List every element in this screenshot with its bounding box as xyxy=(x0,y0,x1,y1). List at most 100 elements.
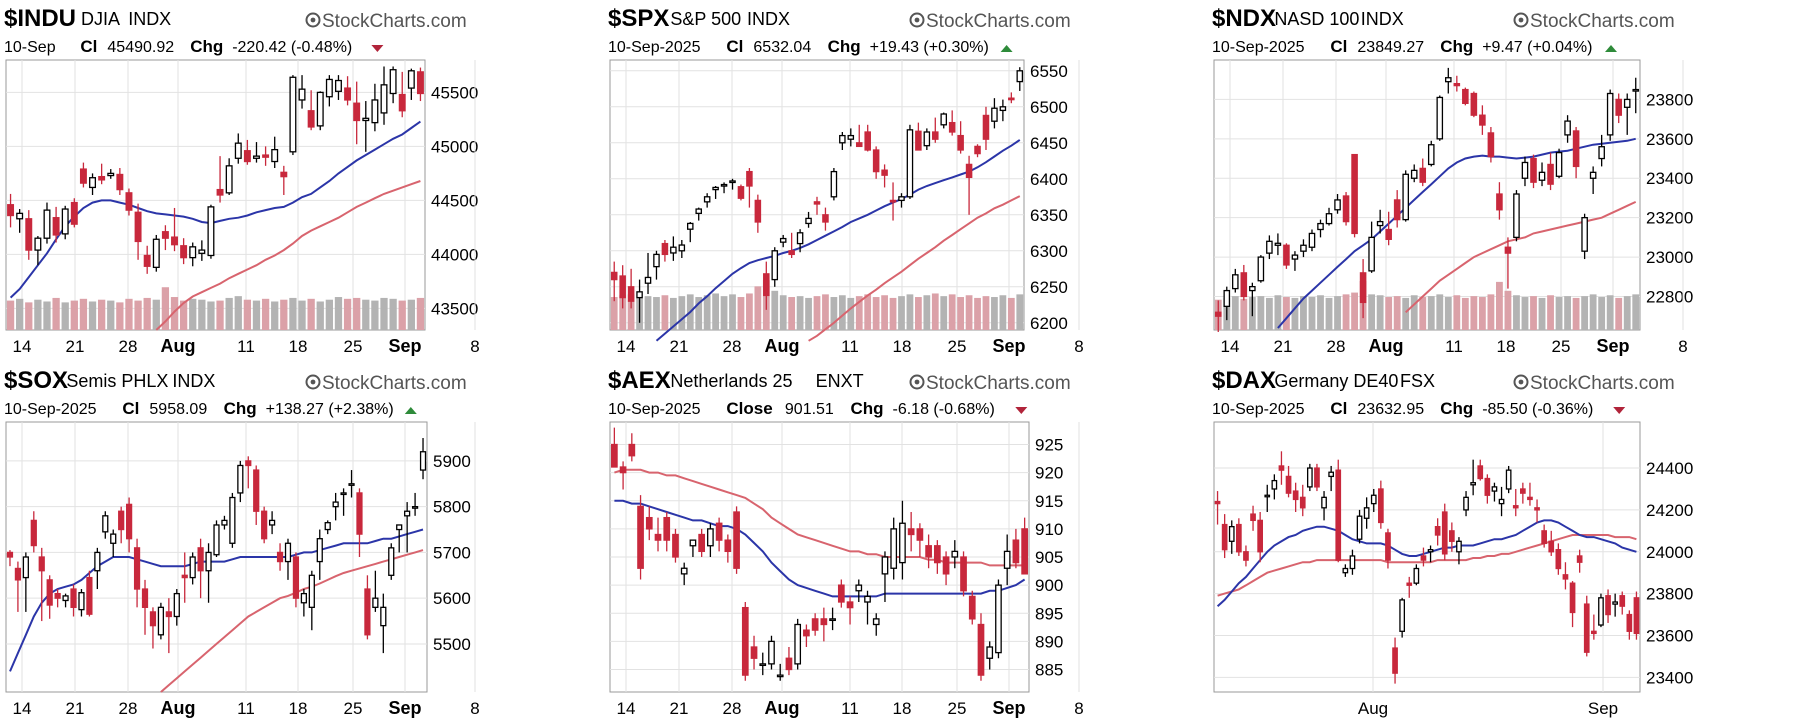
volume-bar xyxy=(416,297,425,330)
candle xyxy=(1021,517,1028,575)
candle xyxy=(1541,524,1548,548)
sc-icon-ring xyxy=(305,374,321,390)
candle-body xyxy=(794,623,802,665)
candle xyxy=(678,240,686,258)
chart-panel-spx: $SPX S&P 500 INDX StockCharts.com 10-Sep-202… xyxy=(604,0,1208,362)
volume-bar xyxy=(830,297,838,330)
candle xyxy=(999,99,1007,122)
candle-body xyxy=(916,528,924,541)
candle xyxy=(1534,499,1540,523)
triangle-up-icon xyxy=(1605,45,1617,52)
candle-body xyxy=(813,201,821,205)
volume-bar xyxy=(864,294,872,330)
candle-body xyxy=(1434,526,1441,536)
candle xyxy=(1328,465,1335,492)
candle-body xyxy=(1512,505,1519,509)
candle-body xyxy=(1484,477,1491,496)
candle xyxy=(180,238,188,265)
candle-body xyxy=(1612,601,1619,605)
candle-body xyxy=(205,551,212,572)
volume-bar xyxy=(1470,296,1478,330)
candle-body xyxy=(1605,595,1611,616)
candle-body xyxy=(1427,549,1434,553)
sc-icon-ring xyxy=(1513,374,1529,390)
exchange-label: INDX xyxy=(172,371,215,391)
volume-bar xyxy=(1283,297,1290,330)
candle xyxy=(788,232,795,258)
candle xyxy=(932,117,939,143)
x-tick-label: 14 xyxy=(13,337,32,356)
candle-body xyxy=(1240,272,1248,298)
candle xyxy=(94,547,101,590)
candle xyxy=(698,528,706,557)
candle xyxy=(411,492,419,516)
candle xyxy=(776,663,784,681)
ma-short-line xyxy=(614,499,1026,598)
volume-bar xyxy=(712,293,719,330)
candle xyxy=(619,461,627,490)
candle-body xyxy=(1243,551,1249,561)
candle-body xyxy=(661,242,669,256)
candle-body xyxy=(1232,274,1239,290)
volume-bar xyxy=(97,299,106,330)
ma-short-line xyxy=(655,139,1021,342)
candle-body xyxy=(1445,77,1452,83)
candle xyxy=(1513,190,1520,242)
volume-bar xyxy=(999,295,1007,330)
candle-body xyxy=(837,584,845,603)
x-tick-label: 25 xyxy=(344,337,363,356)
candle xyxy=(1462,87,1469,106)
candle xyxy=(340,488,347,516)
y-tick-label: 920 xyxy=(1035,464,1063,483)
candle-body xyxy=(1278,465,1285,471)
candle xyxy=(636,279,643,323)
candle-body xyxy=(965,163,973,179)
candle-body xyxy=(899,522,906,564)
chart-panel-ndx: $NDX NASD 100 INDX StockCharts.com 10-Sep-20… xyxy=(1208,0,1812,362)
y-tick-label: 44000 xyxy=(431,245,478,264)
chg-label: Chg xyxy=(828,37,861,56)
volume-bar xyxy=(669,297,677,330)
chart-panel-indu: $INDU DJIA INDX StockCharts.com 10-Sep Cl 4549… xyxy=(0,0,604,362)
candle-body xyxy=(1402,173,1409,221)
candle-body xyxy=(1538,171,1546,181)
x-tick-label: Sep xyxy=(992,336,1025,356)
candle-body xyxy=(1235,523,1242,553)
volume-bar xyxy=(88,301,97,330)
y-tick-label: 24000 xyxy=(1646,543,1693,562)
x-tick-label: 18 xyxy=(1497,337,1516,356)
candle-body xyxy=(1555,549,1562,570)
candle-body xyxy=(1632,88,1640,92)
candle xyxy=(1436,95,1444,141)
candle-body xyxy=(79,168,87,184)
candle-body xyxy=(1453,82,1461,87)
volume-bar xyxy=(627,294,635,330)
candle xyxy=(1008,92,1015,104)
candle-body xyxy=(932,131,939,140)
candle xyxy=(70,198,78,228)
volume-bar xyxy=(720,296,728,330)
candle-body xyxy=(776,674,784,678)
candle-body xyxy=(1441,511,1448,555)
candle-body xyxy=(695,208,702,215)
candle-body xyxy=(724,539,732,553)
volume-bar xyxy=(1274,295,1282,330)
candle xyxy=(292,552,300,608)
candle xyxy=(948,110,956,136)
volume-bar xyxy=(1444,297,1452,330)
candle-body xyxy=(1349,555,1356,570)
chg-value: -220.42 (-0.48%) xyxy=(232,39,352,56)
x-tick-label: Aug xyxy=(1358,699,1388,718)
candle xyxy=(43,202,51,244)
candle-body xyxy=(948,121,956,133)
y-tick-label: 6450 xyxy=(1030,134,1068,153)
candle xyxy=(62,593,69,608)
candle-body xyxy=(316,91,324,127)
volume-bar xyxy=(1615,297,1623,330)
candle-body xyxy=(411,506,419,509)
candle xyxy=(1292,482,1299,512)
chg-label: Chg xyxy=(851,399,884,418)
candle-body xyxy=(759,663,767,667)
candle-body xyxy=(245,460,252,467)
volume-bar xyxy=(1016,294,1024,330)
